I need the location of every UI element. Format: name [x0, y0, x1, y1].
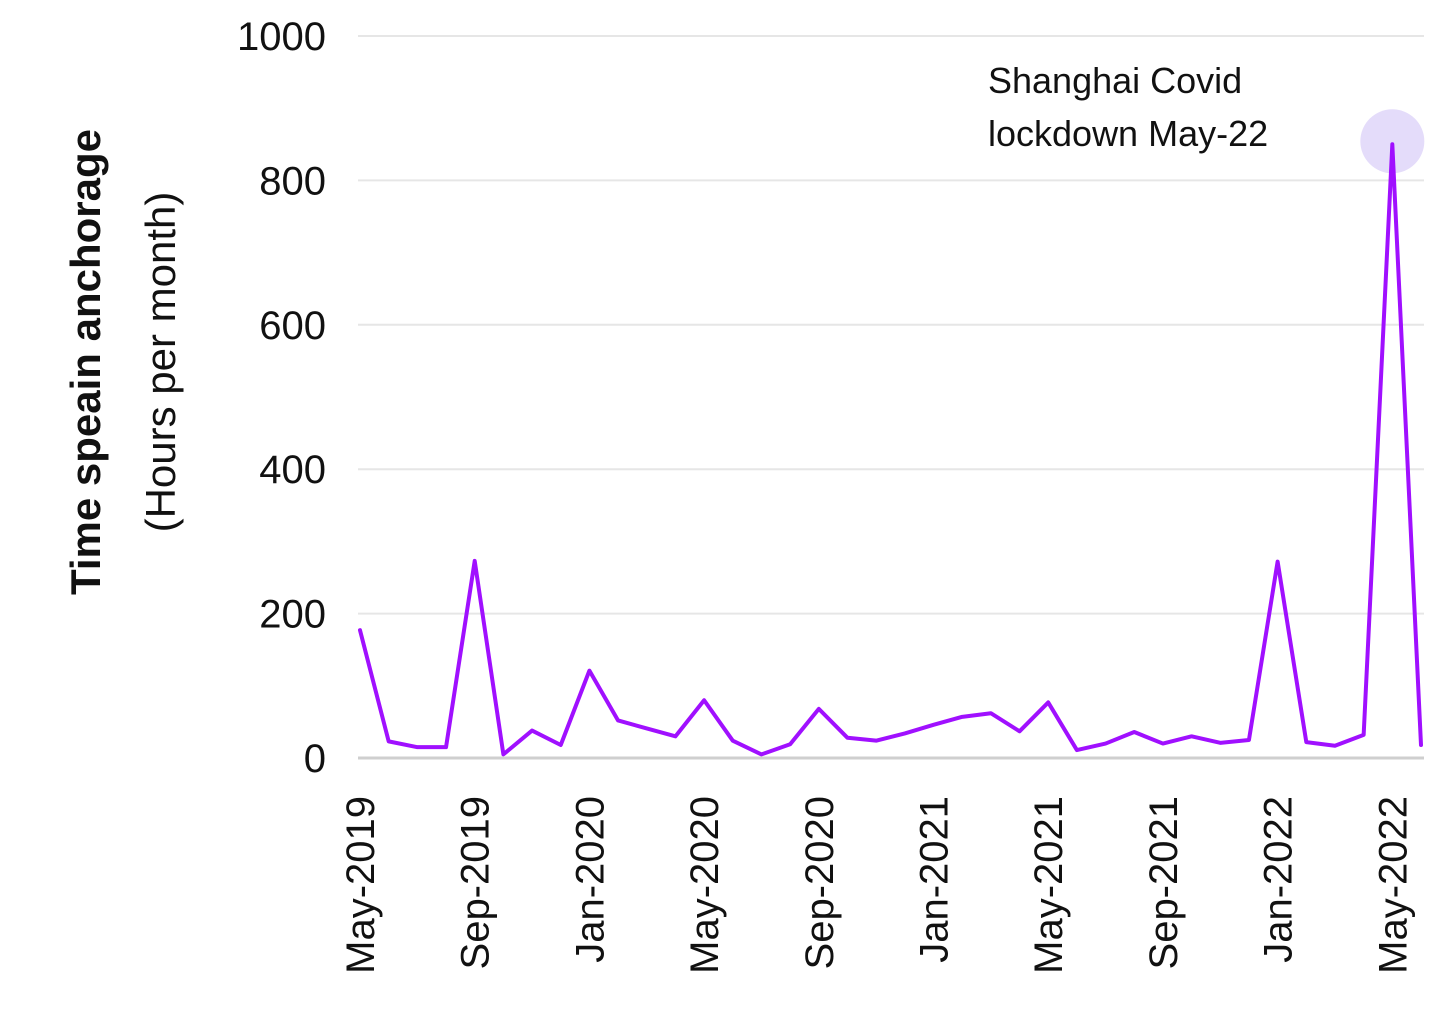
x-tick-label: Jan-2022	[1257, 796, 1301, 963]
y-axis-unit: (Hours per month)	[137, 192, 184, 533]
x-tick-label: May-2020	[683, 796, 727, 974]
x-tick-labels: May-2019 Sep-2019 Jan-2020 May-2020 Sep-2020…	[339, 796, 1415, 974]
y-tick-label: 1000	[237, 15, 326, 59]
y-tick-label: 200	[259, 593, 326, 637]
y-axis-label: Time speain anchorage (Hours per month)	[62, 129, 184, 595]
x-tick-label: May-2022	[1371, 796, 1415, 974]
x-tick-label: Jan-2021	[913, 796, 957, 963]
annotation-line-2: lockdown May-22	[988, 113, 1268, 154]
annotation-line-1: Shanghai Covid	[988, 60, 1242, 101]
y-tick-label: 0	[304, 737, 326, 781]
y-tick-label: 800	[259, 159, 326, 203]
y-axis-title: Time speain anchorage	[62, 129, 109, 595]
annotation: Shanghai Covid lockdown May-22	[988, 60, 1268, 154]
y-tick-label: 600	[259, 304, 326, 348]
grid-lines	[358, 35, 1424, 760]
y-tick-labels: 0 200 400 600 800 1000	[237, 15, 326, 781]
x-tick-label: Jan-2020	[568, 796, 612, 963]
series-line	[358, 142, 1423, 757]
peak-highlight-circle	[1360, 109, 1425, 174]
x-tick-label: Sep-2020	[798, 796, 842, 969]
x-tick-label: May-2021	[1027, 796, 1071, 974]
y-tick-label: 400	[259, 448, 326, 492]
x-tick-label: Sep-2019	[454, 796, 498, 969]
x-tick-label: Sep-2021	[1142, 796, 1186, 969]
x-tick-label: May-2019	[339, 796, 383, 974]
